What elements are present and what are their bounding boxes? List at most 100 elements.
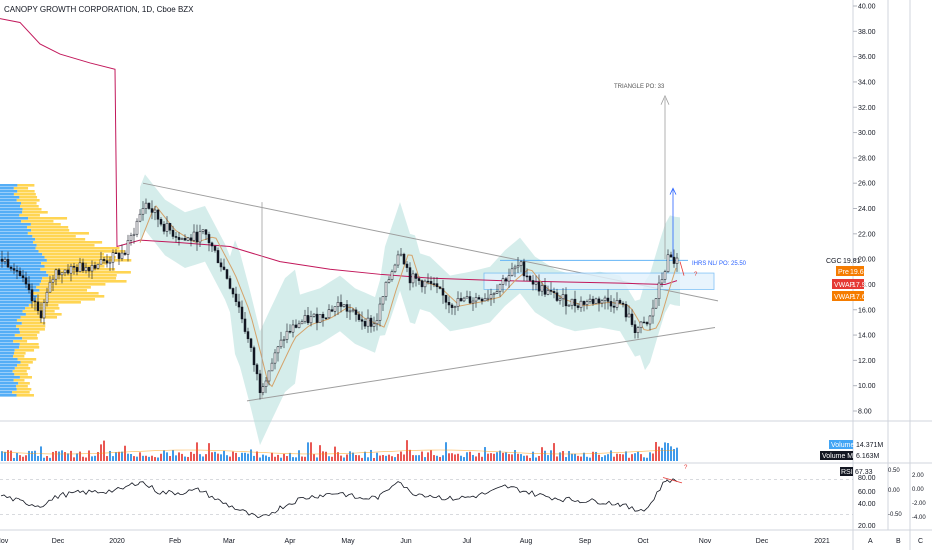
- volume-profile-bar-blue: [0, 199, 17, 202]
- footer-button-a[interactable]: A: [868, 538, 873, 545]
- volume-bar: [385, 455, 387, 461]
- candle-body: [372, 323, 376, 327]
- candle-body: [459, 298, 463, 302]
- candle-body: [213, 245, 217, 251]
- time-tick-label: Nov: [699, 538, 712, 545]
- candle-body: [483, 298, 487, 302]
- volume-profile-bar-yellow: [19, 376, 32, 379]
- volume-bar: [538, 455, 540, 461]
- volume-profile-bar-blue: [0, 334, 15, 337]
- volume-bar: [145, 455, 147, 461]
- volume-profile-bar-yellow: [16, 394, 34, 397]
- volume-profile-bar-blue: [0, 331, 20, 334]
- candle-body: [621, 302, 625, 305]
- volume-bar: [520, 454, 522, 461]
- volume-bar: [439, 456, 441, 461]
- volume-profile-bar-yellow: [13, 355, 25, 358]
- volume-profile-bar-blue: [0, 325, 17, 328]
- volume-profile-bar-yellow: [14, 334, 38, 337]
- svg-text:19.68: 19.68: [850, 269, 868, 276]
- price-tick-label: 36.00: [858, 54, 876, 61]
- volume-bar: [622, 454, 624, 461]
- candle-body: [435, 283, 439, 288]
- volume-bar: [133, 456, 135, 461]
- volume-bar: [328, 456, 330, 461]
- candle-body: [381, 296, 385, 305]
- candle-body: [636, 327, 640, 333]
- volume-profile-bar-yellow: [14, 367, 31, 370]
- volume-profile-bar-yellow: [32, 235, 76, 238]
- candle-body: [198, 231, 202, 243]
- volume-profile-bar-yellow: [21, 220, 54, 223]
- volume-profile-bar-blue: [0, 304, 29, 307]
- volume-bar: [649, 452, 651, 461]
- volume-bar: [448, 453, 450, 461]
- volume-bar: [499, 450, 501, 461]
- volume-bar: [208, 443, 210, 461]
- candle-body: [465, 296, 469, 299]
- volume-profile-bar-blue: [0, 217, 29, 220]
- volume-bar: [436, 455, 438, 461]
- svg-text:Volume MA: Volume MA: [822, 453, 858, 460]
- volume-bar: [226, 455, 228, 461]
- volume-profile-bar-yellow: [25, 307, 60, 310]
- volume-profile-bar-blue: [0, 202, 21, 205]
- candle-body: [258, 373, 262, 393]
- volume-bar: [595, 451, 597, 461]
- candle-body: [156, 209, 160, 220]
- candle-body: [303, 315, 307, 322]
- candle-body: [300, 321, 304, 325]
- candle-body: [189, 237, 193, 241]
- volume-profile-bar-blue: [0, 328, 20, 331]
- candle-body: [567, 304, 571, 307]
- candle-body: [504, 278, 508, 282]
- volume-bar: [652, 453, 654, 461]
- candle-body: [564, 294, 568, 307]
- volume-bar: [142, 455, 144, 461]
- candle-body: [498, 284, 502, 292]
- candle-body: [462, 297, 466, 302]
- volume-bar: [67, 453, 69, 461]
- volume-profile-bar-blue: [0, 256, 45, 259]
- volume-profile-bar-yellow: [20, 316, 58, 319]
- footer-button-b[interactable]: B: [896, 538, 901, 545]
- volume-bar: [115, 452, 117, 461]
- candle-body: [276, 346, 280, 354]
- volume-bar: [454, 454, 456, 461]
- volume-profile-bar-blue: [0, 226, 28, 229]
- volume-profile-bar-yellow: [30, 223, 61, 226]
- rsi-right-tick-label: -0.50: [888, 512, 902, 518]
- volume-bar: [238, 457, 240, 461]
- footer-button-c[interactable]: C: [918, 538, 923, 545]
- svg-text:19.81: 19.81: [843, 258, 861, 265]
- volume-bar: [619, 454, 621, 461]
- volume-bar: [445, 442, 447, 461]
- candle-body: [219, 262, 223, 268]
- volume-profile-bar-yellow: [38, 250, 125, 253]
- rsi-tick-label: 60.00: [858, 489, 876, 496]
- volume-bar: [310, 442, 312, 461]
- candle-body: [312, 313, 316, 317]
- candle-body: [201, 229, 205, 232]
- volume-profile-bar-blue: [0, 274, 49, 277]
- candle-body: [384, 281, 388, 297]
- candle-body: [174, 236, 178, 238]
- volume-bar: [121, 451, 123, 461]
- volume-bar: [202, 456, 204, 461]
- candle-body: [360, 319, 364, 322]
- candle-body: [471, 300, 475, 304]
- time-tick-label: Nov: [0, 538, 9, 545]
- volume-bar: [352, 452, 354, 461]
- volume-profile-bar-blue: [0, 316, 21, 319]
- volume-profile-bar-yellow: [37, 295, 105, 298]
- volume-bar: [331, 456, 333, 461]
- volume-bar: [391, 456, 393, 461]
- volume-bar: [283, 453, 285, 461]
- volume-bar: [358, 455, 360, 461]
- candle-body: [6, 259, 10, 268]
- candle-body: [66, 269, 70, 274]
- candle-body: [96, 263, 100, 269]
- candle-body: [105, 260, 109, 264]
- volume-bar: [484, 447, 486, 461]
